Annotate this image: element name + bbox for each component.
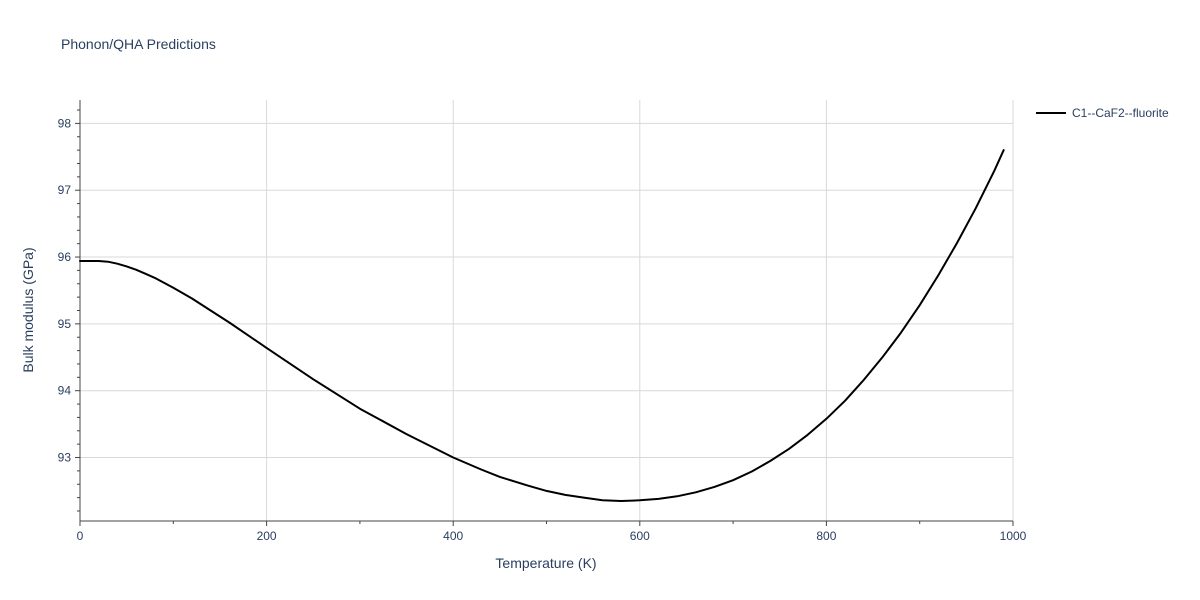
x-tick-label: 600 bbox=[630, 529, 650, 543]
legend-line-swatch bbox=[1036, 112, 1066, 114]
series-line-0 bbox=[79, 149, 1005, 502]
legend-label: C1--CaF2--fluorite bbox=[1072, 106, 1169, 120]
y-axis-title: Bulk modulus (GPa) bbox=[20, 247, 36, 373]
series-lines bbox=[79, 149, 1005, 502]
legend[interactable]: C1--CaF2--fluorite bbox=[1036, 106, 1169, 120]
axes bbox=[75, 100, 1014, 526]
chart-title: Phonon/QHA Predictions bbox=[61, 36, 216, 52]
x-tick-label: 0 bbox=[77, 529, 84, 543]
y-tick-label: 95 bbox=[58, 317, 72, 331]
x-tick-label: 800 bbox=[816, 529, 836, 543]
x-tick-label: 400 bbox=[443, 529, 463, 543]
x-axis-title: Temperature (K) bbox=[495, 555, 597, 571]
y-tick-label: 98 bbox=[58, 116, 72, 130]
grid-lines bbox=[80, 100, 1014, 521]
tick-labels: 0 200 400 600 800 1000 93 94 95 96 97 98 bbox=[58, 116, 1027, 543]
y-tick-label: 97 bbox=[58, 183, 72, 197]
x-tick-label: 200 bbox=[257, 529, 277, 543]
y-tick-label: 94 bbox=[58, 384, 72, 398]
x-tick-label: 1000 bbox=[1000, 529, 1027, 543]
y-tick-label: 96 bbox=[58, 250, 72, 264]
y-tick-label: 93 bbox=[58, 451, 72, 465]
